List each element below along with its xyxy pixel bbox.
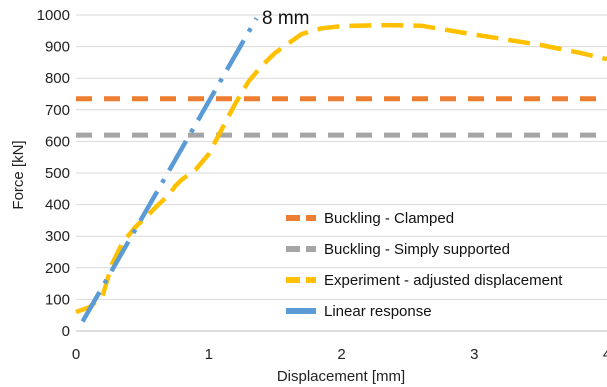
x-tick-2: 2	[337, 346, 345, 363]
x-axis-label: Displacement [mm]	[277, 368, 405, 385]
y-tick-100: 100	[45, 291, 70, 308]
y-tick-1000: 1000	[37, 7, 70, 24]
y-tick-0: 0	[62, 323, 70, 340]
legend-label-3: Experiment - adjusted displacement	[324, 272, 563, 289]
series-line-3	[75, 22, 607, 315]
legend-label-2: Buckling - Simply supported	[324, 241, 510, 258]
y-tick-600: 600	[45, 133, 70, 150]
x-tick-labels: 0 1 2 3 4	[72, 346, 607, 363]
x-tick-3: 3	[470, 346, 478, 363]
y-axis-label: Force [kN]	[10, 140, 27, 209]
y-tick-700: 700	[45, 102, 70, 119]
x-tick-4: 4	[603, 346, 607, 363]
y-tick-500: 500	[45, 165, 70, 182]
y-tick-200: 200	[45, 260, 70, 277]
gridlines	[76, 14, 607, 300]
y-tick-900: 900	[45, 39, 70, 56]
x-tick-0: 0	[72, 346, 80, 363]
y-tick-400: 400	[45, 197, 70, 214]
series-lines	[75, 17, 607, 323]
y-tick-300: 300	[45, 228, 70, 245]
legend: Buckling - Clamped Buckling - Simply supp…	[286, 210, 563, 320]
x-tick-1: 1	[205, 346, 213, 363]
y-tick-labels: 0 100 200 300 400 500 600 700 800 900 1000	[37, 7, 70, 340]
y-tick-800: 800	[45, 70, 70, 87]
legend-label-4: Linear response	[324, 303, 432, 320]
annotation-8mm: 8 mm	[262, 8, 310, 29]
legend-label-1: Buckling - Clamped	[324, 210, 454, 227]
series-line-4	[80, 17, 259, 323]
